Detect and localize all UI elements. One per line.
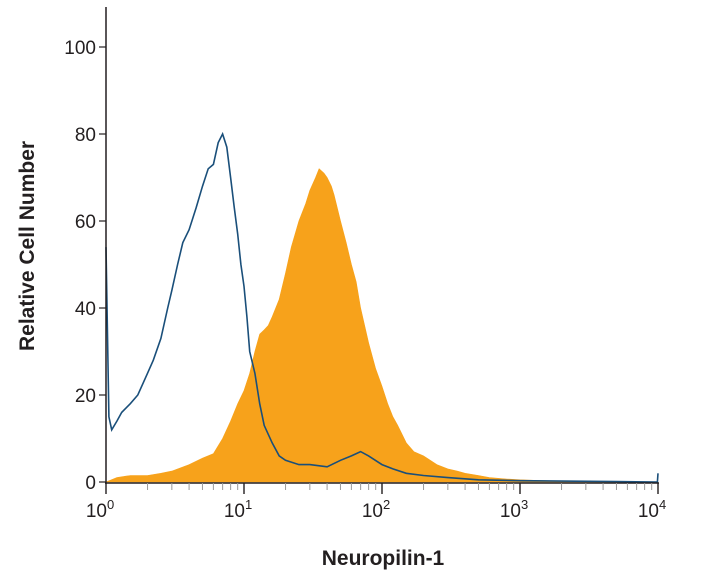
y-tick-label: 20: [75, 386, 96, 407]
y-axis-title: Relative Cell Number: [16, 141, 39, 351]
y-tick-label: 40: [75, 299, 96, 320]
histogram-line-series-1: [105, 131, 659, 483]
y-tick-label: 100: [64, 38, 96, 59]
y-tick-label: 0: [85, 473, 96, 494]
x-tick-label: 102: [362, 497, 390, 522]
axes-layer: [99, 7, 659, 494]
x-tick-label: 101: [224, 497, 252, 522]
histogram-filled-series-0: [105, 168, 658, 483]
labels-layer: 0 20 40 60 80 100 100 101 102 103 104: [64, 38, 666, 522]
x-tick-label: 100: [86, 497, 114, 522]
x-tick-label: 104: [638, 497, 666, 522]
x-axis-title: Neuropilin-1: [322, 547, 445, 570]
x-tick-label: 103: [500, 497, 528, 522]
y-tick-label: 80: [75, 125, 96, 146]
y-tick-label: 60: [75, 212, 96, 233]
series-layer: [105, 131, 659, 483]
